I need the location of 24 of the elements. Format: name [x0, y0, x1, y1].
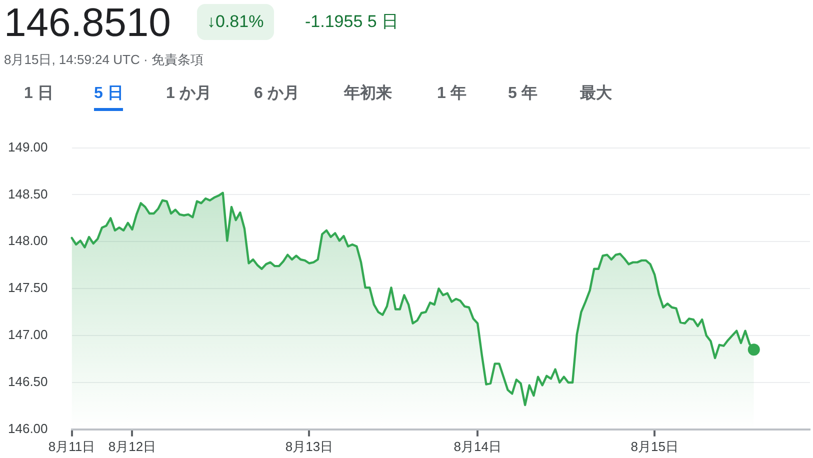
- text: 5 日: [94, 84, 124, 111]
- x-tick-label: 8月15日: [630, 438, 678, 454]
- y-tick-label: 148.50: [8, 186, 48, 202]
- text: 1 か月: [166, 84, 212, 104]
- x-tick-label: 8月11日: [48, 438, 96, 454]
- y-tick-label: 148.00: [8, 233, 48, 248]
- x-tick-label: 8月13日: [285, 438, 334, 454]
- y-tick-label: 147.00: [8, 327, 48, 342]
- y-tick-label: 149.00: [8, 139, 48, 154]
- y-tick-label: 147.50: [8, 280, 48, 296]
- x-tick-label: 8月12日: [108, 438, 156, 454]
- text: -1.1955 5 日: [305, 11, 399, 33]
- y-tick-label: 146.00: [8, 420, 48, 436]
- y-tick-label: 146.50: [8, 374, 48, 390]
- x-tick-label: 8月14日: [454, 438, 502, 454]
- text: 最大: [580, 84, 612, 104]
- chart-title: 146.8510: [4, 0, 171, 46]
- text: ↓0.81%: [197, 4, 274, 40]
- chart-subtitle: 8月15日, 14:59:24 UTC · 免責条項: [4, 51, 204, 69]
- text: 5 年: [508, 84, 538, 104]
- text: 年初来: [344, 84, 392, 104]
- text: 1 日: [24, 84, 54, 104]
- text: 1 年: [437, 84, 466, 104]
- text: 6 か月: [254, 84, 300, 104]
